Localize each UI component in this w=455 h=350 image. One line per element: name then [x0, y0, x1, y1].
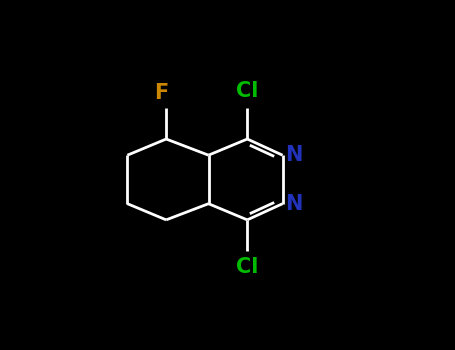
Text: Cl: Cl: [236, 80, 258, 100]
Text: N: N: [285, 145, 303, 165]
Text: F: F: [154, 83, 168, 103]
Text: N: N: [285, 194, 303, 214]
Text: Cl: Cl: [236, 257, 258, 277]
